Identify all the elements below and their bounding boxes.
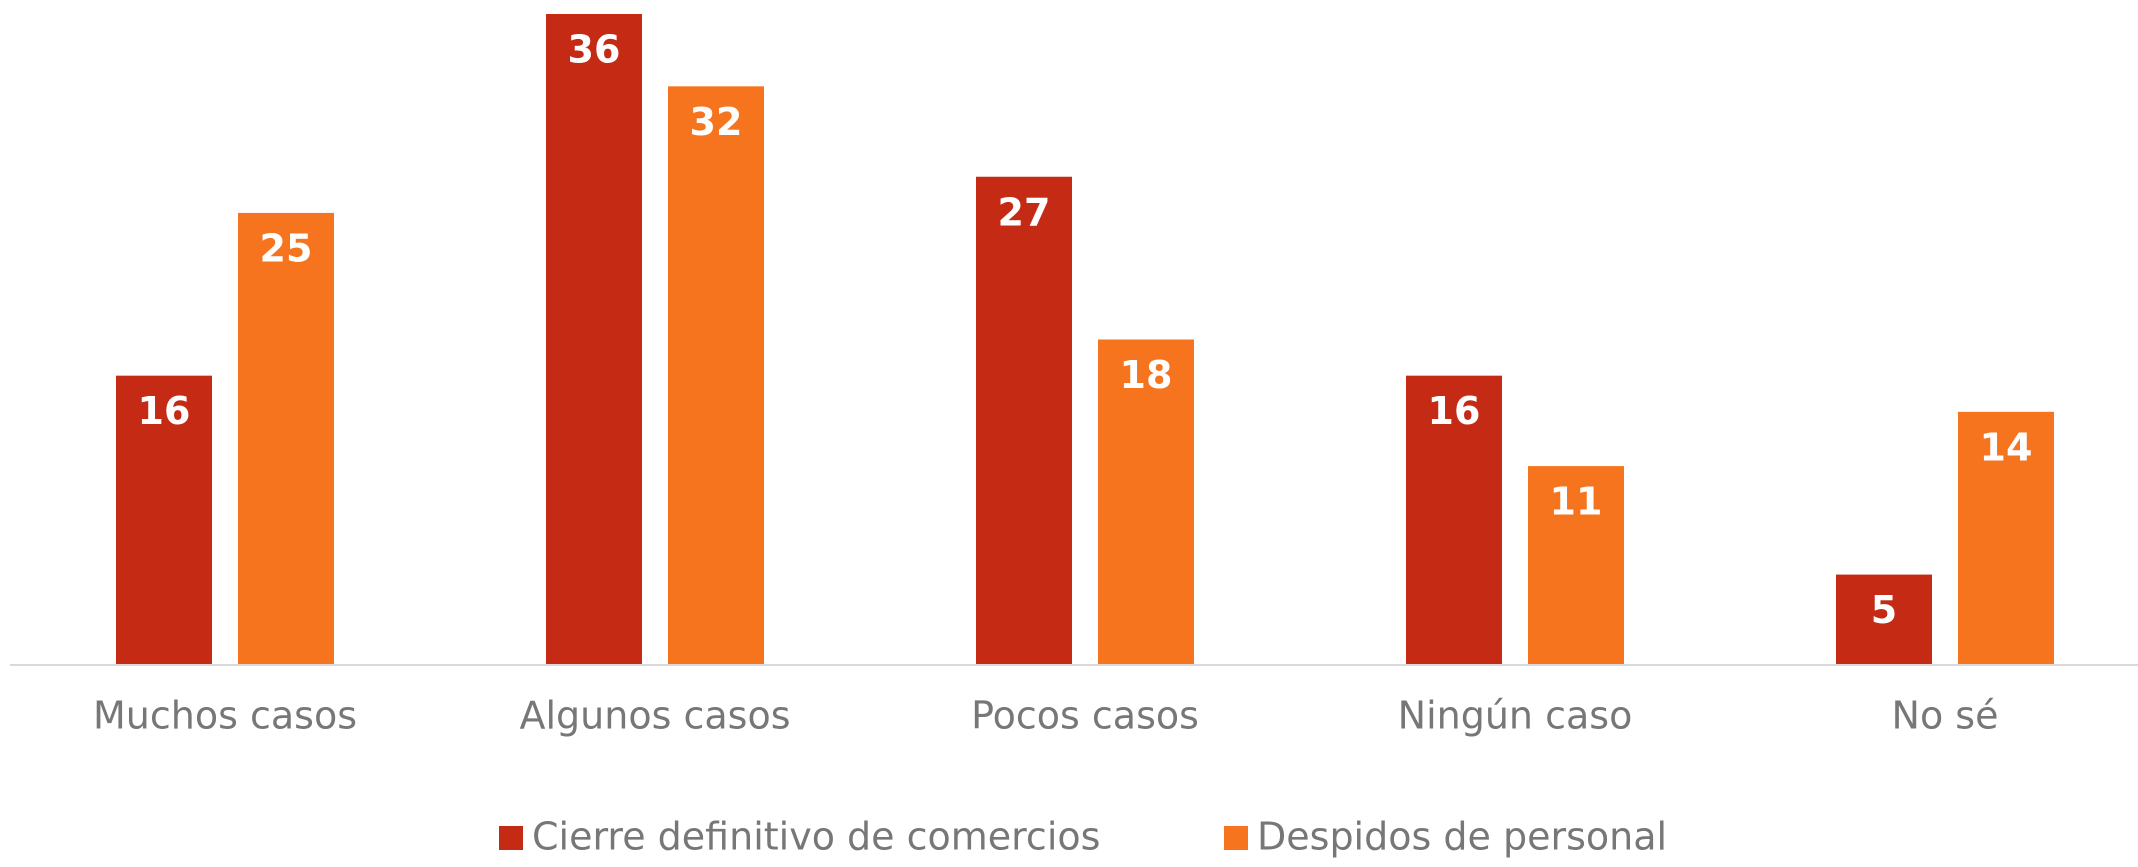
legend-label: Despidos de personal	[1257, 815, 1667, 859]
x-tick-label: No sé	[1892, 694, 1999, 738]
data-label: 11	[1550, 480, 1603, 524]
x-tick-label: Algunos casos	[520, 694, 791, 738]
data-label: 36	[568, 28, 621, 72]
data-label: 27	[998, 190, 1051, 234]
bar	[668, 86, 764, 666]
legend-swatch	[1224, 826, 1248, 850]
bar	[1836, 574, 1932, 665]
data-label: 14	[1980, 425, 2033, 469]
bar	[238, 212, 334, 665]
data-label: 5	[1871, 588, 1897, 632]
data-label: 25	[260, 226, 313, 270]
data-label: 16	[138, 389, 191, 433]
data-label: 18	[1120, 353, 1173, 397]
x-tick-label: Muchos casos	[93, 694, 357, 738]
legend-label: Cierre definitivo de comercios	[532, 815, 1100, 859]
bar	[1958, 411, 2054, 665]
bar	[1528, 466, 1624, 665]
bar	[976, 176, 1072, 665]
data-label: 16	[1428, 389, 1481, 433]
bar	[1406, 375, 1502, 665]
bar	[116, 375, 212, 665]
x-tick-label: Ningún caso	[1398, 694, 1633, 738]
bar	[546, 14, 642, 665]
bar	[1098, 339, 1194, 665]
x-tick-label: Pocos casos	[971, 694, 1199, 738]
legend-swatch	[499, 826, 523, 850]
data-label: 32	[690, 100, 743, 144]
